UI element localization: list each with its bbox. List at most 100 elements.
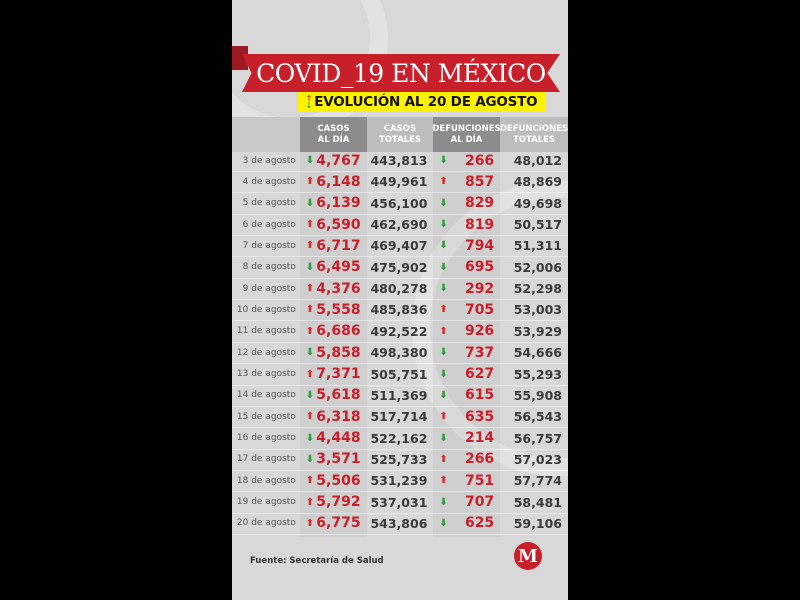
- casos-dia-cell: ⬆ 6,318: [300, 409, 367, 425]
- arrow-down-icon: ⬇: [439, 219, 448, 231]
- defunciones-dia-value: 627: [464, 366, 495, 382]
- casos-dia-value: 5,858: [316, 344, 361, 361]
- arrow-up-icon: ⬆: [439, 176, 448, 188]
- arrow-down-icon: ⬇: [439, 517, 448, 529]
- row-date: 4 de agosto: [242, 176, 296, 187]
- defunciones-dia-value: 615: [464, 387, 495, 404]
- casos-totales-cell: 531,239: [370, 473, 428, 489]
- defunciones-dia-cell: ⬇ 707: [433, 494, 500, 510]
- casos-totales-cell: 543,806: [370, 515, 428, 531]
- row-date: 11 de agosto: [236, 326, 296, 337]
- defunciones-totales-cell: 53,003: [513, 302, 562, 318]
- arrow-down-icon: ⬇: [305, 389, 315, 401]
- defunciones-dia-value: 266: [464, 152, 495, 169]
- defunciones-dia-value: 926: [464, 323, 495, 340]
- milenio-logo: M: [514, 542, 542, 570]
- defunciones-totales-cell: 57,774: [513, 473, 562, 489]
- arrow-up-icon: ⬆: [305, 325, 315, 337]
- casos-dia-cell: ⬆ 6,686: [300, 323, 367, 339]
- defunciones-dia-cell: ⬇ 737: [433, 345, 500, 361]
- defunciones-totales-cell: 52,298: [513, 281, 562, 297]
- casos-dia-cell: ⬆ 7,371: [300, 366, 367, 382]
- casos-totales-cell: 511,369: [370, 387, 428, 403]
- defunciones-dia-cell: ⬆ 857: [433, 174, 500, 190]
- header-casos-totales: CASOS TOTALES: [367, 117, 433, 152]
- defunciones-dia-cell: ⬆ 635: [433, 409, 500, 425]
- table-row: 18 de agosto ⬆ 5,506 531,239 ⬆ 751 57,774: [232, 470, 568, 493]
- arrow-up-icon: ⬆: [305, 240, 315, 252]
- casos-dia-value: 6,139: [316, 195, 361, 212]
- defunciones-dia-value: 292: [464, 280, 495, 297]
- defunciones-dia-cell: ⬇ 819: [433, 217, 500, 233]
- row-date: 20 de agosto: [236, 518, 296, 529]
- defunciones-dia-value: 705: [464, 301, 495, 318]
- defunciones-dia-value: 829: [464, 195, 495, 212]
- defunciones-totales-cell: 55,293: [513, 366, 562, 382]
- casos-totales-cell: 522,162: [370, 430, 428, 446]
- defunciones-totales-cell: 48,869: [513, 174, 562, 190]
- defunciones-totales-cell: 56,757: [513, 430, 562, 446]
- table-row: 7 de agosto ⬆ 6,717 469,407 ⬇ 794 51,311: [232, 235, 568, 258]
- arrow-up-icon: ⬆: [305, 517, 315, 529]
- defunciones-totales-cell: 57,023: [513, 451, 562, 467]
- table-row: 3 de agosto ⬇ 4,767 443,813 ⬇ 266 48,012: [232, 150, 568, 172]
- arrow-down-icon: ⬇: [439, 261, 448, 273]
- defunciones-dia-cell: ⬇ 266: [433, 153, 500, 169]
- casos-dia-value: 5,506: [316, 472, 361, 489]
- table-row: 20 de agosto ⬆ 6,775 543,806 ⬇ 625 59,106: [232, 513, 568, 535]
- arrow-up-icon: ⬆: [439, 304, 448, 316]
- defunciones-totales-cell: 58,481: [513, 494, 562, 510]
- casos-dia-value: 6,717: [316, 237, 361, 254]
- casos-dia-value: 6,495: [316, 259, 361, 276]
- arrow-down-icon: ⬇: [305, 261, 315, 273]
- defunciones-dia-cell: ⬇ 794: [433, 238, 500, 254]
- casos-totales-cell: 462,690: [370, 217, 428, 233]
- defunciones-dia-cell: ⬇ 695: [433, 259, 500, 275]
- header-defunciones-totales: DEFUNCIONES TOTALES: [500, 117, 568, 152]
- casos-dia-value: 6,775: [316, 515, 361, 532]
- arrow-down-icon: ⬇: [305, 453, 315, 465]
- casos-dia-value: 5,618: [316, 387, 361, 404]
- table-row: 14 de agosto ⬇ 5,618 511,369 ⬇ 615 55,908: [232, 385, 568, 407]
- arrow-down-icon: ⬇: [305, 155, 315, 166]
- row-date: 8 de agosto: [242, 262, 296, 273]
- source-note: Fuente: Secretaría de Salud: [250, 556, 384, 566]
- table-row: 15 de agosto ⬆ 6,318 517,714 ⬆ 635 56,543: [232, 406, 568, 429]
- column-band: [300, 117, 367, 537]
- casos-dia-value: 6,590: [316, 216, 361, 233]
- arrow-up-icon: ⬆: [305, 219, 315, 231]
- arrow-down-icon: ⬇: [439, 347, 448, 359]
- casos-dia-cell: ⬆ 4,376: [300, 281, 367, 297]
- row-date: 16 de agosto: [236, 433, 296, 444]
- row-date: 14 de agosto: [236, 390, 296, 401]
- arrow-up-icon: ⬆: [305, 475, 315, 487]
- casos-dia-cell: ⬆ 5,506: [300, 473, 367, 489]
- arrow-down-icon: ⬇: [305, 347, 315, 359]
- casos-totales-cell: 517,714: [370, 409, 428, 425]
- casos-dia-cell: ⬆ 5,558: [300, 302, 367, 318]
- arrow-up-icon: ⬆: [305, 304, 315, 316]
- casos-dia-cell: ⬆ 6,590: [300, 217, 367, 233]
- casos-totales-cell: 537,031: [370, 494, 428, 510]
- casos-dia-value: 4,448: [316, 430, 361, 447]
- row-date: 9 de agosto: [242, 283, 296, 294]
- header-casos-dia: CASOS AL DÍA: [300, 117, 367, 152]
- casos-dia-cell: ⬇ 6,139: [300, 195, 367, 211]
- defunciones-totales-cell: 55,908: [513, 387, 562, 403]
- arrow-up-icon: ⬆: [305, 496, 315, 508]
- row-date: 5 de agosto: [242, 198, 296, 209]
- row-date: 6 de agosto: [242, 219, 296, 230]
- defunciones-totales-cell: 53,929: [513, 323, 562, 339]
- arrow-down-icon: ⬇: [439, 432, 448, 444]
- casos-dia-value: 4,767: [316, 152, 361, 169]
- row-date: 17 de agosto: [236, 454, 296, 465]
- infographic: COVID_19 EN MÉXICO ↑ ↓ EVOLUCIÓN AL 20 DE…: [232, 0, 568, 600]
- table-row: 4 de agosto ⬆ 6,148 449,961 ⬆ 857 48,869: [232, 171, 568, 194]
- defunciones-dia-cell: ⬇ 292: [433, 281, 500, 297]
- table-row: 5 de agosto ⬇ 6,139 456,100 ⬇ 829 49,698: [232, 193, 568, 215]
- column-band: [433, 117, 500, 537]
- defunciones-dia-cell: ⬇ 625: [433, 515, 500, 531]
- defunciones-dia-cell: ⬇ 615: [433, 387, 500, 403]
- row-date: 7 de agosto: [242, 240, 296, 251]
- casos-dia-cell: ⬇ 5,618: [300, 387, 367, 403]
